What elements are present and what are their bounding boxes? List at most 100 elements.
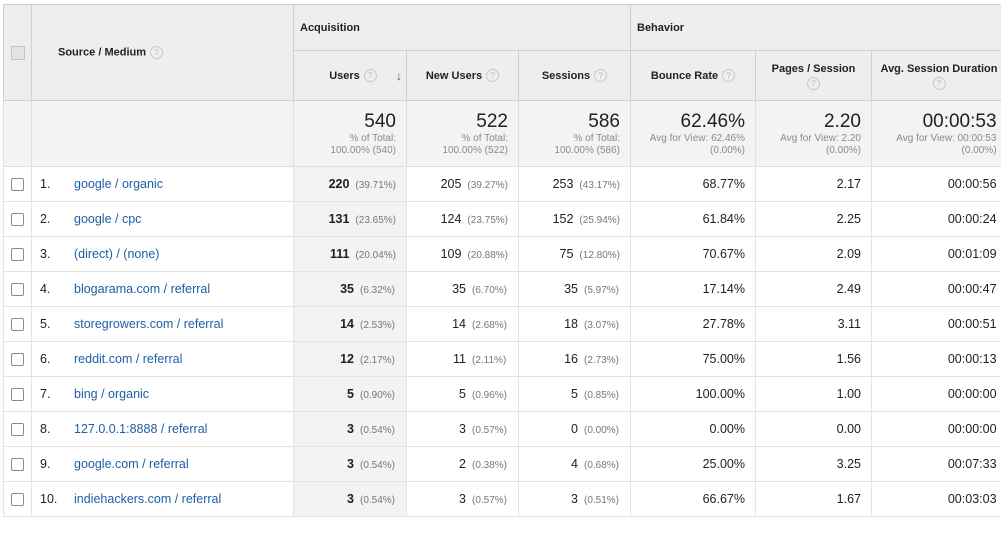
row-checkbox[interactable] (11, 178, 24, 191)
row-checkbox[interactable] (11, 423, 24, 436)
row-checkbox[interactable] (11, 248, 24, 261)
users-cell: 3(0.54%) (294, 482, 407, 517)
new-users-cell: 124(23.75%) (407, 202, 519, 237)
avg-duration-cell: 00:00:47 (872, 272, 1001, 307)
source-medium-link[interactable]: indiehackers.com / referral (74, 492, 221, 506)
users-percent: (0.54%) (360, 460, 396, 471)
report-table: Source / Medium? Acquisition Behavior ↓ … (3, 4, 1001, 517)
pages-session-cell: 2.09 (756, 237, 872, 272)
source-medium-link[interactable]: google / organic (74, 177, 163, 191)
sessions-column-header[interactable]: Sessions? (519, 51, 631, 101)
pages-session-cell: 1.56 (756, 342, 872, 377)
row-checkbox[interactable] (11, 353, 24, 366)
source-medium-link[interactable]: storegrowers.com / referral (74, 317, 223, 331)
row-select-cell (4, 412, 32, 447)
sessions-cell: 253(43.17%) (519, 167, 631, 202)
total-bounce-rate-caption: Avg for View: 62.46% (631, 133, 745, 145)
new-users-column-header[interactable]: New Users? (407, 51, 519, 101)
sessions-percent: (0.51%) (584, 495, 620, 506)
users-cell: 131(23.65%) (294, 202, 407, 237)
sort-descending-icon[interactable]: ↓ (396, 69, 402, 83)
source-medium-cell: 1.google / organic (32, 167, 294, 202)
source-medium-cell: 8.127.0.0.1:8888 / referral (32, 412, 294, 447)
total-users-value: 540 (294, 111, 396, 133)
users-header-label: Users (329, 70, 360, 82)
pages-session-column-header[interactable]: Pages / Session? (756, 51, 872, 101)
source-medium-link[interactable]: blogarama.com / referral (74, 282, 210, 296)
users-percent: (23.65%) (355, 215, 396, 226)
new-users-cell: 5(0.96%) (407, 377, 519, 412)
new-users-percent: (23.75%) (467, 215, 508, 226)
total-pages-session-caption: (0.00%) (756, 145, 861, 157)
row-number: 3. (40, 247, 74, 261)
row-number: 10. (40, 492, 74, 506)
sessions-cell: 152(25.94%) (519, 202, 631, 237)
new-users-cell: 35(6.70%) (407, 272, 519, 307)
source-medium-cell: 2.google / cpc (32, 202, 294, 237)
total-sessions-caption: 100.00% (586) (519, 145, 620, 157)
users-value: 35 (340, 282, 354, 296)
sessions-percent: (3.07%) (584, 320, 620, 331)
help-icon[interactable]: ? (594, 69, 607, 82)
row-checkbox[interactable] (11, 213, 24, 226)
avg-duration-cell: 00:00:51 (872, 307, 1001, 342)
sessions-value: 4 (571, 457, 578, 471)
source-medium-link[interactable]: google.com / referral (74, 457, 189, 471)
row-number: 8. (40, 422, 74, 436)
users-value: 3 (347, 422, 354, 436)
source-medium-link[interactable]: bing / organic (74, 387, 149, 401)
row-checkbox[interactable] (11, 318, 24, 331)
users-column-header[interactable]: ↓ Users? (294, 51, 407, 101)
help-icon[interactable]: ? (807, 77, 820, 90)
pages-session-cell: 2.25 (756, 202, 872, 237)
help-icon[interactable]: ? (486, 69, 499, 82)
row-checkbox[interactable] (11, 458, 24, 471)
source-medium-link[interactable]: (direct) / (none) (74, 247, 159, 261)
users-percent: (6.32%) (360, 285, 396, 296)
sessions-value: 3 (571, 492, 578, 506)
help-icon[interactable]: ? (933, 77, 946, 90)
sessions-percent: (5.97%) (584, 285, 620, 296)
total-pages-session: 2.20 Avg for View: 2.20 (0.00%) (756, 101, 872, 167)
new-users-cell: 205(39.27%) (407, 167, 519, 202)
new-users-percent: (0.38%) (472, 460, 508, 471)
avg-duration-cell: 00:00:56 (872, 167, 1001, 202)
sessions-cell: 35(5.97%) (519, 272, 631, 307)
total-avg-duration-caption: Avg for View: 00:00:53 (872, 133, 997, 145)
users-percent: (0.54%) (360, 495, 396, 506)
source-medium-link[interactable]: 127.0.0.1:8888 / referral (74, 422, 207, 436)
users-percent: (0.54%) (360, 425, 396, 436)
help-icon[interactable]: ? (364, 69, 377, 82)
dimension-header[interactable]: Source / Medium? (32, 5, 294, 101)
bounce-rate-header-label: Bounce Rate (651, 70, 718, 82)
source-medium-link[interactable]: google / cpc (74, 212, 141, 226)
source-medium-link[interactable]: reddit.com / referral (74, 352, 182, 366)
row-select-cell (4, 377, 32, 412)
bounce-rate-column-header[interactable]: Bounce Rate? (631, 51, 756, 101)
select-all-checkbox[interactable] (11, 46, 25, 60)
total-pages-session-caption: Avg for View: 2.20 (756, 133, 861, 145)
users-value: 220 (329, 177, 350, 191)
users-percent: (2.53%) (360, 320, 396, 331)
row-checkbox[interactable] (11, 388, 24, 401)
help-icon[interactable]: ? (722, 69, 735, 82)
row-checkbox[interactable] (11, 493, 24, 506)
help-icon[interactable]: ? (150, 46, 163, 59)
source-medium-cell: 10.indiehackers.com / referral (32, 482, 294, 517)
users-value: 14 (340, 317, 354, 331)
row-checkbox[interactable] (11, 283, 24, 296)
avg-duration-column-header[interactable]: Avg. Session Duration? (872, 51, 1001, 101)
users-cell: 111(20.04%) (294, 237, 407, 272)
behavior-group-header: Behavior (631, 5, 1001, 51)
bounce-rate-cell: 66.67% (631, 482, 756, 517)
new-users-cell: 11(2.11%) (407, 342, 519, 377)
avg-duration-cell: 00:00:00 (872, 412, 1001, 447)
users-value: 111 (330, 247, 349, 261)
total-bounce-rate-caption: (0.00%) (631, 145, 745, 157)
bounce-rate-cell: 17.14% (631, 272, 756, 307)
